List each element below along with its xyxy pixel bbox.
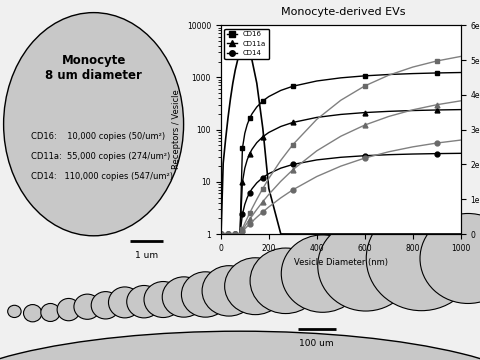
Text: Monocyte
8 um diameter: Monocyte 8 um diameter [45,54,142,82]
Ellipse shape [24,305,42,322]
Ellipse shape [91,292,120,319]
Ellipse shape [4,13,184,236]
Ellipse shape [74,294,101,319]
Text: 100 um: 100 um [300,339,334,348]
X-axis label: Vesicle Diameter (nm): Vesicle Diameter (nm) [294,258,388,267]
Text: CD11a:  55,000 copies (274/um²): CD11a: 55,000 copies (274/um²) [31,152,170,161]
Ellipse shape [225,258,286,315]
Ellipse shape [144,282,182,318]
Ellipse shape [8,305,21,318]
Y-axis label: Receptors / Vesicle: Receptors / Vesicle [172,90,181,170]
Ellipse shape [127,285,161,318]
Ellipse shape [57,298,80,321]
Ellipse shape [420,213,480,303]
Legend: CD16, CD11a, CD14: CD16, CD11a, CD14 [224,29,269,59]
Ellipse shape [281,235,364,312]
Ellipse shape [181,272,229,317]
Ellipse shape [250,248,321,314]
Ellipse shape [202,266,256,316]
Ellipse shape [41,303,60,321]
Ellipse shape [162,277,205,317]
Ellipse shape [108,287,141,318]
Ellipse shape [318,220,414,311]
Text: 1 um: 1 um [135,251,158,260]
Text: Monocyte-derived EVs: Monocyte-derived EVs [281,7,406,17]
Text: 80 - 400 um diameter: 80 - 400 um diameter [282,25,404,35]
Text: CD16:    10,000 copies (50/um²): CD16: 10,000 copies (50/um²) [31,132,165,141]
Ellipse shape [0,331,480,360]
Text: CD14:   110,000 copies (547/um²): CD14: 110,000 copies (547/um²) [31,172,173,181]
Ellipse shape [366,206,477,311]
